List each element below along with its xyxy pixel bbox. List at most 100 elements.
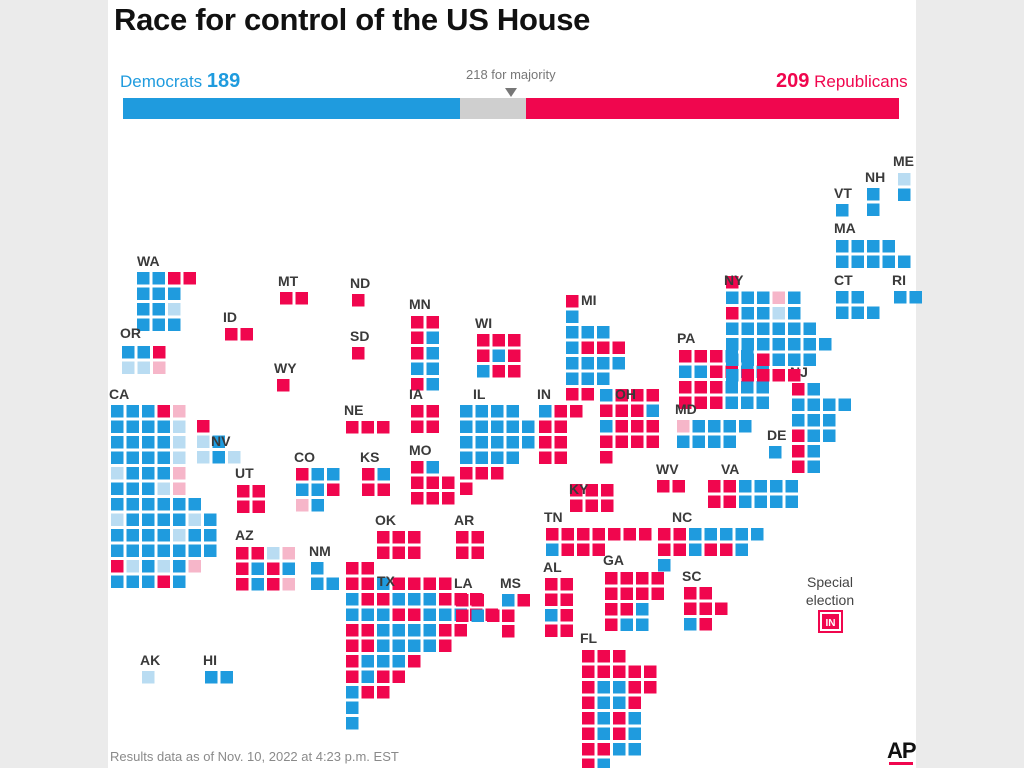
state-fl: FL: [580, 630, 657, 768]
district-tile-fl: [628, 727, 641, 740]
district-tile-mn: [426, 378, 439, 391]
district-tile-tx: [377, 670, 390, 683]
state-nd: ND: [350, 275, 370, 307]
state-label-fl: FL: [580, 630, 598, 646]
district-tile-tx: [361, 624, 374, 637]
district-tile-oh: [600, 451, 613, 464]
district-tile-in: [554, 420, 567, 433]
district-tile-il: [491, 405, 504, 418]
district-tile-in: [554, 436, 567, 449]
district-tile-wa: [168, 272, 181, 285]
state-al: AL: [543, 559, 573, 637]
district-tile-oh: [615, 420, 628, 433]
district-tile-pa: [694, 381, 707, 394]
district-tile-il: [475, 405, 488, 418]
republicans-total: 209 Republicans: [776, 70, 908, 93]
state-label-or: OR: [120, 325, 141, 341]
district-tile-tx: [346, 701, 359, 714]
district-tile-in: [570, 405, 583, 418]
district-tile-tx: [408, 593, 421, 606]
district-tile-ia: [411, 405, 424, 418]
district-tile-sc: [684, 602, 697, 615]
district-tile-wa: [168, 303, 181, 316]
district-tile-ca: [142, 482, 155, 495]
district-tile-va: [785, 480, 798, 493]
state-mt: MT: [278, 273, 308, 305]
district-tile-nj: [792, 445, 805, 458]
district-tile-or: [122, 346, 135, 359]
district-tile-wy: [277, 379, 290, 392]
district-tile-ca: [157, 560, 170, 573]
district-tile-co: [327, 483, 340, 496]
district-tile-ca: [142, 529, 155, 542]
district-tile-il: [506, 436, 519, 449]
district-tile-mi: [597, 326, 610, 339]
district-tile-az: [236, 562, 249, 575]
district-tile-ca: [111, 420, 124, 433]
district-tile-mi: [581, 372, 594, 385]
district-tile-ga: [620, 618, 633, 631]
district-tile-nv: [197, 435, 210, 448]
district-tile-tx: [408, 655, 421, 668]
state-label-al: AL: [543, 559, 562, 575]
district-tile-al: [560, 593, 573, 606]
district-tile-va: [770, 495, 783, 508]
district-tile-ny: [726, 322, 739, 335]
district-tile-wa: [168, 287, 181, 300]
district-tile-ca: [126, 513, 139, 526]
district-tile-az: [251, 562, 264, 575]
state-label-il: IL: [473, 386, 486, 402]
seat-balance-bar: [123, 98, 899, 119]
district-tile-md: [692, 420, 705, 433]
state-va: VA: [708, 461, 798, 508]
district-tile-fl: [628, 665, 641, 678]
district-tile-ca: [173, 451, 186, 464]
district-tile-de: [769, 446, 782, 459]
district-tile-ca: [157, 529, 170, 542]
district-tile-oh: [615, 404, 628, 417]
district-tile-tn: [608, 528, 621, 541]
district-tile-ga: [636, 603, 649, 616]
state-ca: CA: [109, 386, 217, 588]
district-tile-az: [282, 578, 295, 591]
district-tile-ca: [126, 420, 139, 433]
special-election-box-text: IN: [826, 618, 836, 629]
district-tile-tx: [423, 608, 436, 621]
state-label-ne: NE: [344, 402, 363, 418]
state-label-ia: IA: [409, 386, 423, 402]
district-tile-hi: [220, 671, 233, 684]
district-tile-ct: [836, 291, 849, 304]
district-tile-ca: [157, 420, 170, 433]
district-tile-ca: [188, 513, 201, 526]
district-tile-pa: [679, 350, 692, 363]
district-tile-ga: [605, 587, 618, 600]
district-tile-ca: [111, 575, 124, 588]
district-tile-fl: [628, 696, 641, 709]
state-label-la: LA: [454, 575, 473, 591]
district-tile-mi: [581, 357, 594, 370]
district-tile-az: [251, 547, 264, 560]
district-tile-ks: [362, 468, 375, 481]
district-tile-wi: [477, 365, 490, 378]
district-tile-co: [296, 468, 309, 481]
district-tile-ak: [142, 671, 155, 684]
district-tile-ny: [757, 322, 770, 335]
district-tile-nj: [823, 414, 836, 427]
district-tile-fl: [597, 758, 610, 768]
state-ct: CT: [834, 272, 880, 319]
district-tile-ne: [361, 421, 374, 434]
state-label-wv: WV: [656, 461, 679, 477]
district-tile-tx: [423, 593, 436, 606]
district-tile-az: [267, 562, 280, 575]
district-tile-ca: [173, 482, 186, 495]
district-tile-nc: [735, 543, 748, 556]
district-tile-ny: [772, 369, 785, 382]
district-tile-md: [692, 435, 705, 448]
district-tile-wa: [137, 272, 150, 285]
district-tile-ny: [788, 322, 801, 335]
district-tile-ny: [726, 307, 739, 320]
district-tile-wv: [657, 480, 670, 493]
district-tile-tx: [346, 670, 359, 683]
district-tile-tx: [377, 577, 390, 590]
district-tile-il: [491, 467, 504, 480]
